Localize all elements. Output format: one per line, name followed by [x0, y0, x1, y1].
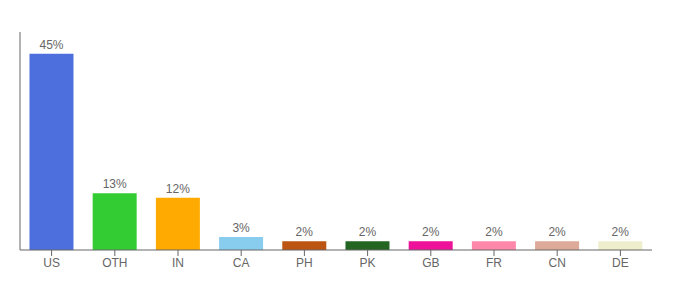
svg-text:2%: 2%: [422, 225, 440, 239]
svg-text:PK: PK: [360, 256, 376, 270]
svg-text:2%: 2%: [612, 225, 630, 239]
svg-text:GB: GB: [422, 256, 439, 270]
svg-text:2%: 2%: [359, 225, 377, 239]
svg-text:DE: DE: [612, 256, 629, 270]
svg-text:FR: FR: [486, 256, 502, 270]
svg-text:OTH: OTH: [102, 256, 127, 270]
svg-text:2%: 2%: [485, 225, 503, 239]
svg-text:2%: 2%: [296, 225, 314, 239]
svg-text:PH: PH: [296, 256, 313, 270]
svg-text:3%: 3%: [232, 221, 250, 235]
svg-text:2%: 2%: [548, 225, 566, 239]
svg-text:CA: CA: [233, 256, 250, 270]
svg-text:13%: 13%: [103, 177, 127, 191]
svg-text:12%: 12%: [166, 182, 190, 196]
svg-text:CN: CN: [549, 256, 566, 270]
svg-text:US: US: [43, 256, 60, 270]
svg-text:IN: IN: [172, 256, 184, 270]
svg-text:45%: 45%: [39, 38, 63, 52]
